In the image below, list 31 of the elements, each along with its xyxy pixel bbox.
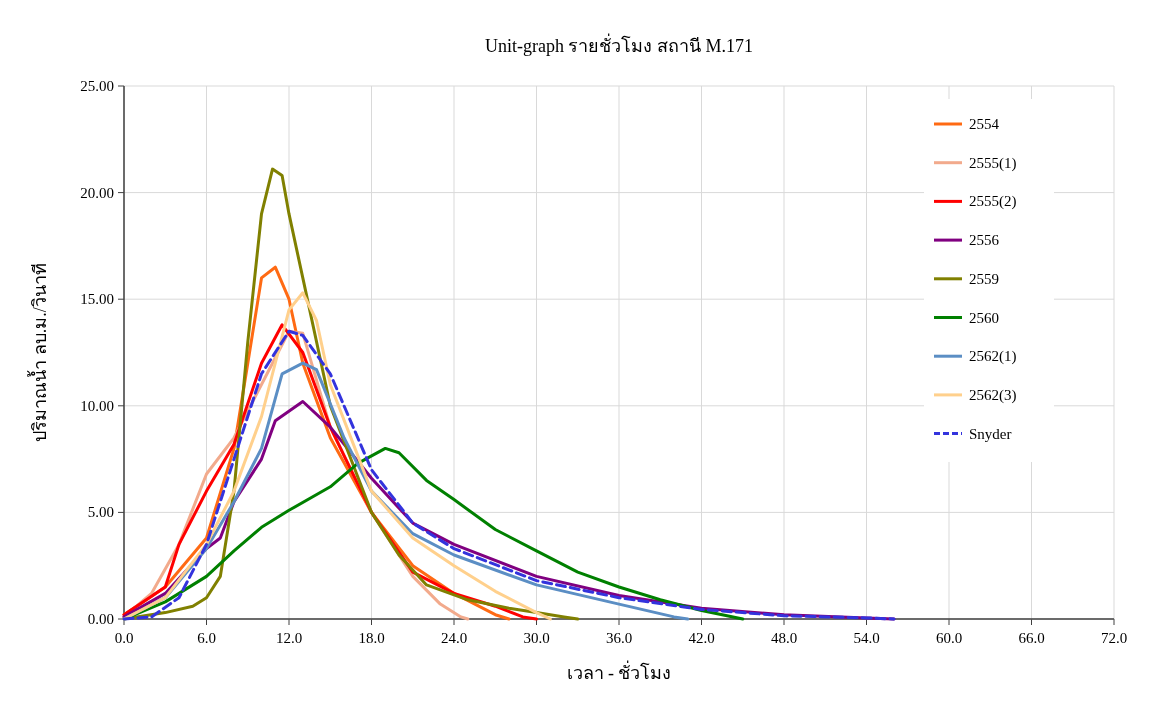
legend-label: Snyder [969,425,1012,442]
y-tick-label: 15.00 [80,291,114,308]
x-tick-label: 30.0 [523,630,550,646]
x-tick-label: 36.0 [605,630,633,646]
x-tick-label: 60.0 [935,630,963,646]
chart-title: Unit-graph รายชั่วโมง สถานี M.171 [485,33,753,56]
x-tick-label: 42.0 [688,630,715,646]
y-tick-label: 20.00 [80,184,114,201]
x-tick-label: 66.0 [1018,630,1045,646]
y-tick-label: 0.00 [87,611,114,627]
legend-label: 2555(1) [969,154,1017,172]
legend-label: 2560 [969,309,999,326]
y-axis-title: ปริมาณน้ำ ลบ.ม./วินาที [27,263,50,442]
x-tick-label: 0.0 [114,630,134,646]
x-tick-label: 48.0 [770,630,798,646]
x-axis-title: เวลา - ชั่วโมง [566,660,672,683]
x-tick-label: 18.0 [358,630,385,646]
x-tick-label: 6.0 [197,630,216,646]
legend-label: 2562(3) [969,386,1017,404]
y-tick-label: 5.00 [87,504,114,521]
y-tick-label: 25.00 [80,78,114,94]
legend-label: 2562(1) [969,348,1017,366]
legend-label: 2559 [969,270,999,287]
legend-label: 2555(2) [969,193,1017,211]
y-tick-label: 10.00 [80,397,114,414]
legend-label: 2554 [969,116,1000,132]
x-tick-label: 24.0 [440,630,468,646]
x-tick-label: 54.0 [853,630,880,646]
x-tick-label: 72.0 [1100,630,1128,646]
legend-label: 2556 [969,232,1000,249]
x-tick-label: 12.0 [275,630,303,646]
